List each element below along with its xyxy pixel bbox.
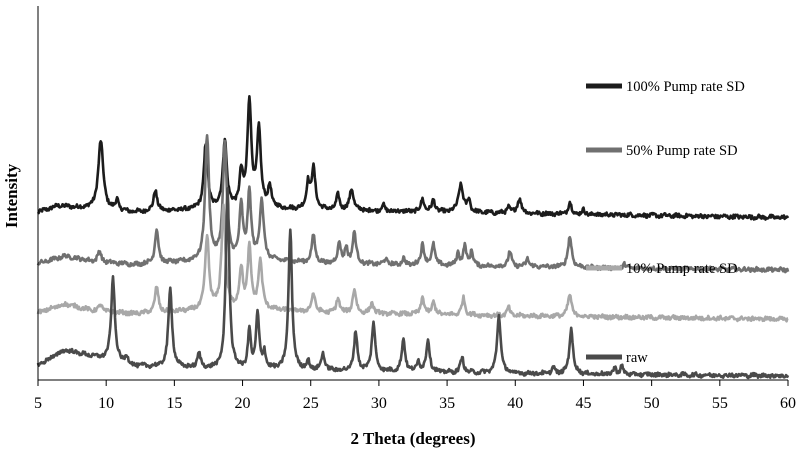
series-line-100-pump-rate-sd (36, 95, 790, 221)
series-layer (36, 95, 790, 380)
x-tick-label-25: 25 (303, 395, 319, 412)
ticks-layer: 5 10 15 20 25 30 35 40 45 50 55 60 (34, 380, 796, 412)
y-axis-title: Intensity (2, 163, 21, 228)
x-tick-label-15: 15 (166, 395, 182, 412)
x-tick-label-5: 5 (34, 395, 42, 412)
x-tick-label-30: 30 (371, 395, 387, 412)
x-tick-label-40: 40 (507, 395, 523, 412)
series-line-50-pump-rate-sd (36, 134, 790, 274)
x-tick-label-50: 50 (644, 395, 660, 412)
legend: 100% Pump rate SD 50% Pump rate SD 10% Pum… (586, 79, 745, 366)
legend-label-3: raw (626, 350, 648, 366)
x-axis-title: 2 Theta (degrees) (351, 429, 476, 448)
x-tick-label-35: 35 (439, 395, 455, 412)
legend-label-0: 100% Pump rate SD (626, 79, 745, 95)
x-tick-label-55: 55 (712, 395, 728, 412)
series-line-raw (36, 187, 790, 380)
x-tick-label-10: 10 (98, 395, 114, 412)
axes-layer (37, 6, 788, 381)
legend-label-2: 10% Pump rate SD (626, 261, 738, 277)
x-tick-label-20: 20 (235, 395, 251, 412)
x-tick-label-60: 60 (780, 395, 796, 412)
series-line-10-pump-rate-sd (36, 203, 789, 323)
legend-label-1: 50% Pump rate SD (626, 143, 738, 159)
x-tick-label-45: 45 (575, 395, 591, 412)
